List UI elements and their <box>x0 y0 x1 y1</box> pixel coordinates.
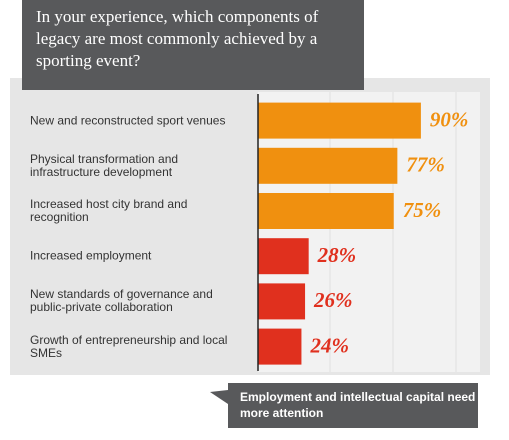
value-label: 24% <box>309 333 349 357</box>
plot-area <box>258 92 480 372</box>
bar <box>258 147 398 184</box>
value-label: 75% <box>403 198 442 222</box>
category-label: New standards of governance and public-p… <box>30 287 213 315</box>
category-label: Increased host city brand and recognitio… <box>30 197 188 224</box>
bar <box>258 283 306 320</box>
value-label: 26% <box>313 288 353 312</box>
value-label: 28% <box>317 243 357 267</box>
bar <box>258 102 421 139</box>
category-label: Increased employment <box>30 248 152 263</box>
annotation: Employment and intellectual capital need… <box>228 383 478 428</box>
category-label: Growth of entrepreneurship and local SME… <box>30 332 228 360</box>
value-label: 90% <box>430 107 469 131</box>
category-label: Physical transformation and infrastructu… <box>30 151 179 179</box>
bar <box>258 328 302 365</box>
category-label: New and reconstructed sport venues <box>30 113 226 128</box>
bar <box>258 193 394 229</box>
chart-title: In your experience, which components of … <box>22 0 364 90</box>
value-label: 77% <box>406 153 445 177</box>
callout-notch <box>210 390 228 404</box>
bar <box>258 238 309 275</box>
